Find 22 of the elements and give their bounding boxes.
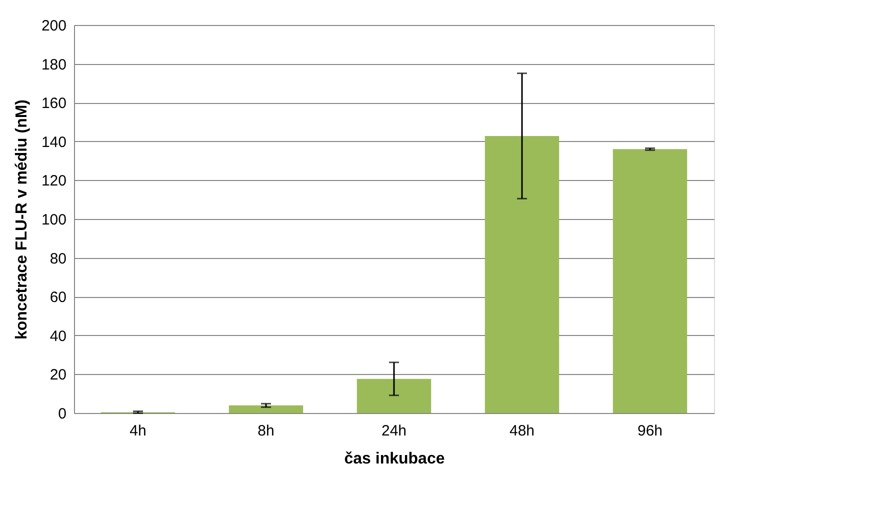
bar — [484, 136, 560, 413]
y-tick-label: 200 — [41, 18, 66, 34]
bar — [228, 405, 304, 413]
x-tick-label: 96h — [637, 422, 663, 440]
y-tick-label: 20 — [50, 366, 66, 384]
y-tick-label: 140 — [41, 134, 66, 151]
x-axis-title: čas inkubace — [344, 450, 445, 468]
y-tick-label: 60 — [50, 289, 66, 306]
y-tick-label: 180 — [41, 56, 66, 74]
y-tick-label: 160 — [41, 95, 66, 112]
y-tick-label: 40 — [50, 328, 66, 345]
bar — [356, 378, 432, 413]
x-tick-label: 4h — [130, 422, 146, 440]
y-axis-title: koncetrace FLU-R v médiu (nM) — [13, 99, 30, 340]
y-tick-label: 120 — [41, 172, 66, 190]
x-tick-label: 24h — [381, 422, 407, 440]
y-tick-label: 80 — [50, 250, 66, 268]
x-tick-label: 8h — [258, 422, 274, 440]
y-tick-label: 100 — [41, 212, 66, 228]
bar — [612, 149, 688, 413]
y-tick-label: 0 — [58, 406, 66, 422]
x-tick-label: 48h — [509, 422, 535, 440]
